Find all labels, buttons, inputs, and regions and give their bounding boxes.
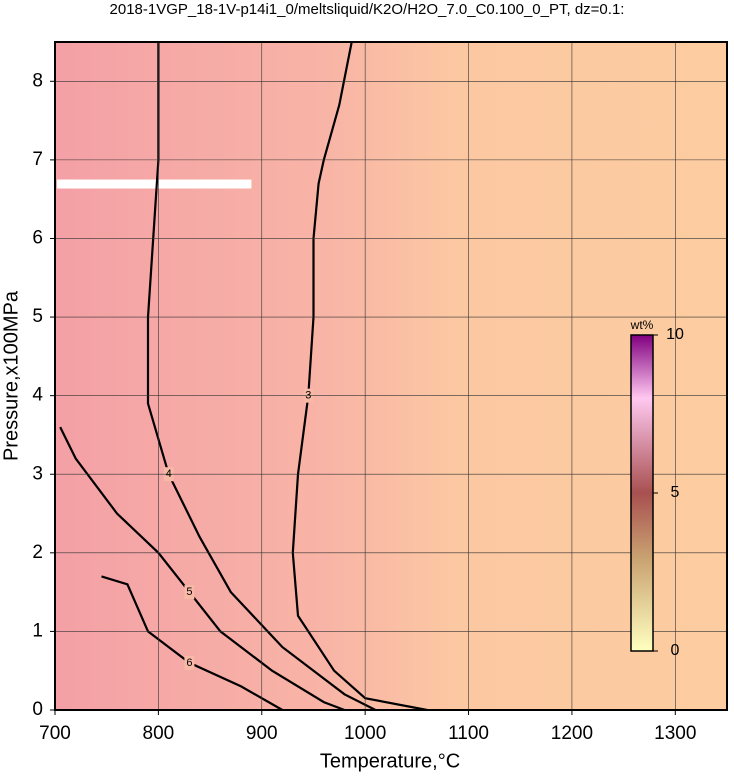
y-tick-label: 6 <box>32 227 43 248</box>
colorbar <box>630 334 654 652</box>
colorbar-tick-label: 10 <box>666 326 684 343</box>
x-tick-label: 700 <box>39 723 71 744</box>
contour-label: 5 <box>186 586 192 598</box>
y-tick-label: 3 <box>32 463 43 484</box>
colorbar-tick-label: 0 <box>671 642 680 659</box>
x-tick-label: 1100 <box>448 723 489 744</box>
colorbar-label: wt% <box>630 318 654 332</box>
y-tick-label: 4 <box>32 385 43 406</box>
y-tick-label: 7 <box>32 149 43 170</box>
y-tick-label: 2 <box>32 542 43 563</box>
x-tick-label: 900 <box>246 723 278 744</box>
x-axis-label: Temperature,°C <box>320 750 460 772</box>
y-tick-label: 0 <box>32 699 43 720</box>
contour-line <box>101 575 283 711</box>
data-gap <box>57 179 252 189</box>
contour-label-bg <box>184 585 195 600</box>
y-tick-label: 5 <box>32 306 43 327</box>
contour-label: 6 <box>186 657 192 669</box>
chart-title: 2018-1VGP_18-1V-p14i1_0/meltsliquid/K2O/… <box>110 1 625 18</box>
plot-background <box>55 42 727 710</box>
colorbar-tick-label: 5 <box>671 484 680 501</box>
x-tick-label: 1000 <box>344 723 386 744</box>
contour-label-bg <box>184 655 195 670</box>
x-tick-label: 800 <box>143 723 175 744</box>
y-tick-label: 8 <box>32 70 43 91</box>
y-axis-label: Pressure,x100MPa <box>0 290 22 461</box>
x-tick-label: 1300 <box>654 723 696 744</box>
plot-frame <box>54 41 728 711</box>
y-tick-label: 1 <box>32 620 43 641</box>
x-tick-label: 1200 <box>551 723 593 744</box>
